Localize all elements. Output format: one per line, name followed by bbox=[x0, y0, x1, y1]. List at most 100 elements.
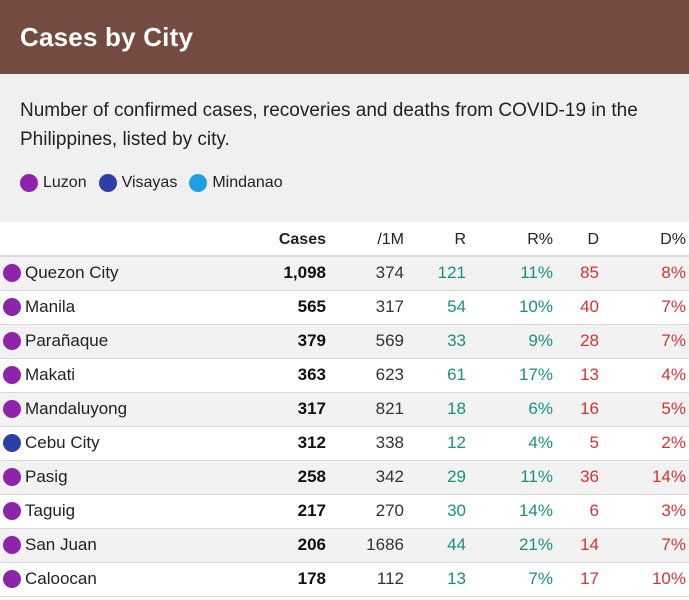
legend: Luzon Visayas Mindanao bbox=[20, 174, 669, 192]
deaths-cell: 6 bbox=[589, 501, 599, 520]
deaths-cell: 17 bbox=[580, 569, 599, 588]
col-header-deaths[interactable]: D bbox=[587, 230, 599, 248]
cases-cell: 258 bbox=[297, 467, 326, 486]
city-name: Quezon City bbox=[25, 263, 119, 283]
cases-cell: 217 bbox=[297, 501, 326, 520]
cases-cell: 1,098 bbox=[283, 263, 326, 283]
recovered-cell: 13 bbox=[447, 569, 466, 588]
cases-cell: 312 bbox=[297, 433, 326, 452]
table-row[interactable]: Caloocan 178 112 13 7% 17 10% bbox=[0, 562, 689, 596]
recovered-pct-cell: 9% bbox=[528, 331, 553, 350]
table-row[interactable]: Cebu City 312 338 12 4% 5 2% bbox=[0, 426, 689, 460]
deaths-pct-cell: 2% bbox=[661, 433, 686, 452]
deaths-pct-cell: 14% bbox=[651, 467, 686, 486]
table-row[interactable]: Makati 363 623 61 17% 13 4% bbox=[0, 358, 689, 392]
deaths-cell: 36 bbox=[580, 467, 599, 486]
table-row[interactable]: Mandaluyong 317 821 18 6% 16 5% bbox=[0, 392, 689, 426]
city-name: San Juan bbox=[25, 535, 97, 554]
per-million-cell: 1686 bbox=[366, 535, 404, 554]
city-cell: Makati bbox=[0, 358, 196, 392]
per-million-cell: 112 bbox=[376, 569, 404, 588]
deaths-pct-cell: 4% bbox=[661, 365, 686, 384]
legend-label: Luzon bbox=[43, 174, 87, 191]
recovered-cell: 12 bbox=[447, 433, 466, 452]
cases-cell: 379 bbox=[297, 331, 326, 350]
city-name: Pasig bbox=[25, 467, 68, 486]
recovered-cell: 33 bbox=[447, 331, 466, 350]
per-million-cell: 342 bbox=[375, 467, 404, 486]
city-name: Makati bbox=[25, 365, 76, 384]
per-million-cell: 569 bbox=[375, 331, 404, 350]
luzon-dot-icon bbox=[3, 332, 21, 350]
recovered-pct-cell: 21% bbox=[518, 535, 553, 554]
deaths-cell: 85 bbox=[580, 263, 599, 283]
luzon-dot-icon bbox=[3, 298, 21, 316]
luzon-dot-icon bbox=[3, 570, 21, 588]
table-row[interactable]: Taguig 217 270 30 14% 6 3% bbox=[0, 494, 689, 528]
legend-label: Mindanao bbox=[212, 174, 283, 191]
deaths-pct-cell: 8% bbox=[661, 263, 686, 283]
city-cell: Taguig bbox=[0, 494, 196, 528]
table-row[interactable]: San Juan 206 1686 44 21% 14 7% bbox=[0, 528, 689, 562]
city-name: Cebu City bbox=[25, 433, 100, 452]
deaths-pct-cell: 7% bbox=[661, 331, 686, 350]
luzon-dot-icon bbox=[3, 366, 21, 384]
city-name: Mandaluyong bbox=[25, 399, 128, 418]
cases-cell: 317 bbox=[297, 399, 326, 418]
legend-item-mindanao: Mindanao bbox=[189, 174, 283, 192]
deaths-cell: 16 bbox=[580, 399, 599, 418]
table-row[interactable]: Quezon City 1,098 374 121 11% 85 8% bbox=[0, 256, 689, 290]
city-cell: Parañaque bbox=[0, 324, 196, 358]
recovered-pct-cell: 14% bbox=[518, 501, 553, 520]
deaths-cell: 14 bbox=[580, 535, 599, 554]
col-header-per-million[interactable]: /1M bbox=[377, 230, 404, 248]
cases-cell: 178 bbox=[297, 569, 326, 588]
deaths-pct-cell: 7% bbox=[661, 535, 686, 554]
recovered-cell: 121 bbox=[437, 263, 466, 283]
per-million-cell: 623 bbox=[375, 365, 404, 384]
recovered-cell: 29 bbox=[447, 467, 466, 486]
deaths-cell: 13 bbox=[580, 365, 599, 384]
table-row[interactable]: Manila 565 317 54 10% 40 7% bbox=[0, 290, 689, 324]
deaths-pct-cell: 3% bbox=[661, 501, 686, 520]
deaths-pct-cell: 5% bbox=[661, 399, 686, 418]
table-row[interactable]: Pasig 258 342 29 11% 36 14% bbox=[0, 460, 689, 494]
luzon-dot-icon bbox=[20, 174, 38, 192]
recovered-pct-cell: 10% bbox=[518, 297, 553, 316]
col-header-recovered[interactable]: R bbox=[454, 230, 466, 248]
recovered-pct-cell: 6% bbox=[528, 399, 553, 418]
col-header-recovered-pct[interactable]: R% bbox=[527, 230, 553, 248]
luzon-dot-icon bbox=[3, 468, 21, 486]
deaths-pct-cell: 10% bbox=[651, 569, 686, 588]
city-name: Taguig bbox=[25, 501, 76, 520]
city-cell: Manila bbox=[0, 290, 196, 324]
visayas-dot-icon bbox=[98, 174, 117, 192]
recovered-cell: 18 bbox=[447, 399, 466, 418]
deaths-cell: 28 bbox=[580, 331, 599, 350]
intro-panel: Number of confirmed cases, recoveries an… bbox=[0, 74, 689, 222]
cases-cell: 363 bbox=[297, 365, 326, 384]
city-cell: Mandaluyong bbox=[0, 392, 196, 426]
recovered-cell: 30 bbox=[447, 501, 466, 520]
per-million-cell: 821 bbox=[375, 399, 404, 418]
per-million-cell: 317 bbox=[375, 297, 404, 316]
city-name: Parañaque bbox=[25, 331, 109, 350]
deaths-pct-cell: 7% bbox=[661, 297, 686, 316]
city-cell: Pasig bbox=[0, 460, 196, 494]
col-header-deaths-pct[interactable]: D% bbox=[660, 230, 686, 248]
recovered-pct-cell: 11% bbox=[520, 263, 553, 283]
table-row[interactable]: Parañaque 379 569 33 9% 28 7% bbox=[0, 324, 689, 358]
recovered-pct-cell: 17% bbox=[518, 365, 553, 384]
luzon-dot-icon bbox=[3, 400, 21, 418]
recovered-pct-cell: 7% bbox=[528, 569, 553, 588]
cases-cell: 206 bbox=[297, 535, 326, 554]
col-header-cases[interactable]: Cases bbox=[278, 230, 326, 248]
city-cell: Quezon City bbox=[0, 256, 196, 290]
deaths-cell: 5 bbox=[589, 433, 599, 452]
recovered-cell: 61 bbox=[447, 365, 466, 384]
recovered-cell: 54 bbox=[447, 297, 466, 316]
deaths-cell: 40 bbox=[580, 297, 599, 316]
col-header-city[interactable] bbox=[0, 222, 196, 256]
per-million-cell: 374 bbox=[375, 263, 404, 283]
header-bar: Cases by City bbox=[0, 0, 689, 74]
